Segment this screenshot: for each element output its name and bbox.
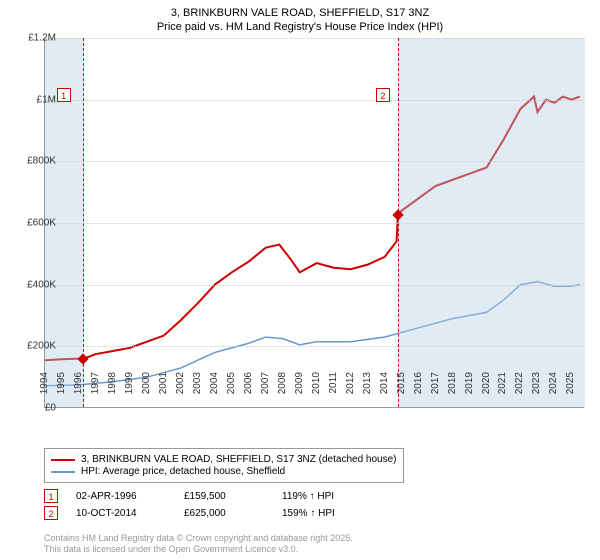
x-axis-label: 2007	[260, 372, 271, 394]
x-axis-label: 2025	[565, 372, 576, 394]
marker-ref: 1	[44, 489, 58, 503]
transaction-table: 1 02-APR-1996 £159,500 119% ↑ HPI 2 10-O…	[44, 489, 584, 520]
event-line	[83, 38, 84, 407]
y-axis-label: £600K	[27, 218, 56, 229]
x-axis-label: 2013	[362, 372, 373, 394]
x-axis-label: 2020	[481, 372, 492, 394]
x-axis-label: 2018	[447, 372, 458, 394]
legend-swatch	[51, 471, 75, 473]
legend-swatch	[51, 459, 75, 461]
title-line1: 3, BRINKBURN VALE ROAD, SHEFFIELD, S17 3…	[171, 7, 429, 19]
gridline	[45, 223, 584, 224]
x-axis-label: 1995	[56, 372, 67, 394]
x-axis-label: 2024	[548, 372, 559, 394]
footer-line1: Contains HM Land Registry data © Crown c…	[44, 533, 353, 543]
x-axis-label: 2005	[226, 372, 237, 394]
tx-pct: 119% ↑ HPI	[282, 491, 334, 502]
gridline	[45, 346, 584, 347]
x-axis-label: 2022	[514, 372, 525, 394]
transaction-row: 1 02-APR-1996 £159,500 119% ↑ HPI	[44, 489, 584, 503]
y-axis-label: £800K	[27, 156, 56, 167]
x-axis-label: 2017	[430, 372, 441, 394]
tx-price: £159,500	[184, 491, 264, 502]
x-axis-label: 2008	[277, 372, 288, 394]
tx-date: 10-OCT-2014	[76, 508, 166, 519]
legend-box: 3, BRINKBURN VALE ROAD, SHEFFIELD, S17 3…	[44, 448, 404, 483]
transaction-row: 2 10-OCT-2014 £625,000 159% ↑ HPI	[44, 506, 584, 520]
legend-item: HPI: Average price, detached house, Shef…	[51, 466, 397, 477]
x-axis-label: 1998	[107, 372, 118, 394]
x-axis-label: 2015	[396, 372, 407, 394]
x-axis-label: 2011	[328, 372, 339, 394]
gridline	[45, 285, 584, 286]
plot-area: 12	[44, 38, 584, 408]
y-axis-label: £200K	[27, 341, 56, 352]
y-axis-label: £1.2M	[28, 33, 56, 44]
legend-label: HPI: Average price, detached house, Shef…	[81, 466, 285, 477]
chart-container: 3, BRINKBURN VALE ROAD, SHEFFIELD, S17 3…	[0, 0, 600, 560]
annotation-marker: 2	[376, 88, 390, 102]
gridline	[45, 38, 584, 39]
footer-attribution: Contains HM Land Registry data © Crown c…	[44, 533, 353, 556]
tx-date: 02-APR-1996	[76, 491, 166, 502]
x-axis-label: 1996	[73, 372, 84, 394]
marker-ref: 2	[44, 506, 58, 520]
x-axis-label: 2009	[294, 372, 305, 394]
x-axis-label: 1997	[90, 372, 101, 394]
title-line2: Price paid vs. HM Land Registry's House …	[157, 21, 443, 33]
x-axis-label: 2001	[158, 372, 169, 394]
legend-item: 3, BRINKBURN VALE ROAD, SHEFFIELD, S17 3…	[51, 454, 397, 465]
annotation-marker: 1	[57, 88, 71, 102]
x-axis-label: 1994	[39, 372, 50, 394]
x-axis-label: 2023	[531, 372, 542, 394]
x-axis-label: 2006	[243, 372, 254, 394]
x-axis-label: 1999	[124, 372, 135, 394]
y-axis-label: £400K	[27, 279, 56, 290]
x-axis-label: 2019	[464, 372, 475, 394]
x-axis-label: 2016	[413, 372, 424, 394]
x-axis-label: 2021	[497, 372, 508, 394]
legend-and-table: 3, BRINKBURN VALE ROAD, SHEFFIELD, S17 3…	[44, 448, 584, 523]
y-axis-label: £0	[45, 403, 56, 414]
chart-title: 3, BRINKBURN VALE ROAD, SHEFFIELD, S17 3…	[0, 0, 600, 35]
gridline	[45, 100, 584, 101]
x-axis-label: 2014	[379, 372, 390, 394]
x-axis-label: 2004	[209, 372, 220, 394]
x-axis-label: 2003	[192, 372, 203, 394]
tx-price: £625,000	[184, 508, 264, 519]
tx-pct: 159% ↑ HPI	[282, 508, 335, 519]
x-axis-label: 2002	[175, 372, 186, 394]
x-axis-label: 2000	[141, 372, 152, 394]
gridline	[45, 161, 584, 162]
x-axis-label: 2010	[311, 372, 322, 394]
footer-line2: This data is licensed under the Open Gov…	[44, 544, 298, 554]
x-axis-label: 2012	[345, 372, 356, 394]
event-line	[398, 38, 399, 407]
legend-label: 3, BRINKBURN VALE ROAD, SHEFFIELD, S17 3…	[81, 454, 397, 465]
y-axis-label: £1M	[37, 94, 56, 105]
